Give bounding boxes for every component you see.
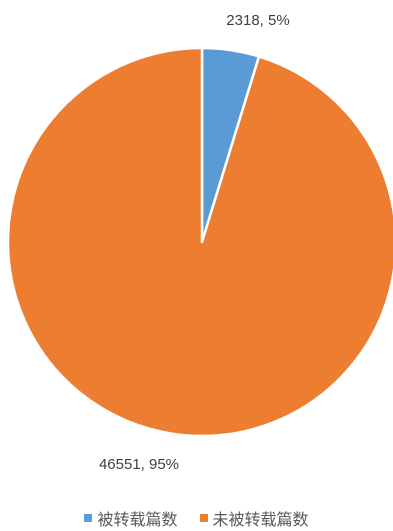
legend-label-reprinted: 被转载篇数 bbox=[97, 510, 178, 529]
data-label-not-reprinted: 46551, 95% bbox=[99, 456, 179, 473]
legend-item-reprinted: 被转载篇数 bbox=[84, 506, 178, 530]
data-label-reprinted: 2318, 5% bbox=[226, 12, 289, 29]
legend-swatch-not-reprinted bbox=[199, 514, 208, 522]
legend-label-not-reprinted: 未被转载篇数 bbox=[212, 510, 309, 529]
legend: 被转载篇数 未被转载篇数 bbox=[0, 506, 393, 530]
pie-slices bbox=[6, 46, 393, 438]
legend-item-not-reprinted: 未被转载篇数 bbox=[199, 506, 309, 530]
pie-slice-not-reprinted bbox=[6, 46, 393, 438]
legend-swatch-reprinted bbox=[84, 514, 93, 522]
